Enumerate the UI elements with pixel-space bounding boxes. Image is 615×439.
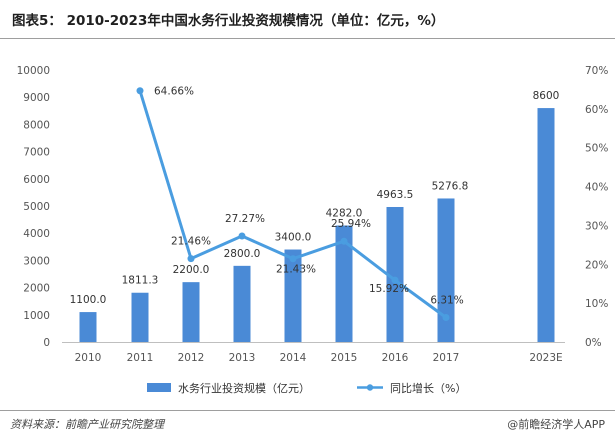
bar — [131, 292, 149, 342]
left-axis-tick: 10000 — [17, 65, 50, 77]
line-data-labels: 64.66% 21.46% 27.27% 21.43% 25.94% 15.92% 6.31… — [154, 86, 464, 307]
legend: 水务行业投资规模（亿元） 同比增长（%） — [147, 381, 466, 395]
footer-divider — [0, 410, 615, 411]
line-point — [136, 87, 144, 95]
bar — [335, 225, 353, 342]
title-divider — [0, 38, 615, 39]
line-point — [340, 237, 348, 245]
left-axis: 0 1000 2000 3000 4000 5000 6000 7000 8000 9000 100… — [17, 65, 50, 349]
legend-bar-label: 水务行业投资规模（亿元） — [178, 381, 310, 395]
left-axis-tick: 8000 — [23, 119, 50, 131]
bar-data-labels: 1100.0 1811.3 2200.0 2800.0 3400.0 4282.0 4963… — [70, 90, 560, 306]
bar-data-label: 3400.0 — [275, 232, 312, 244]
right-axis-tick: 60% — [585, 104, 608, 116]
line-data-label: 15.92% — [369, 283, 409, 295]
line-data-label: 21.46% — [171, 236, 211, 248]
bar-data-label: 2800.0 — [224, 248, 261, 260]
line-data-label: 25.94% — [331, 218, 371, 230]
legend-line-label: 同比增长（%） — [390, 381, 466, 395]
bar — [284, 249, 302, 342]
bar — [233, 265, 251, 342]
left-axis-tick: 4000 — [23, 228, 50, 240]
left-axis-tick: 5000 — [23, 201, 50, 213]
right-axis-tick: 40% — [585, 182, 608, 194]
bar — [79, 312, 97, 342]
line-point — [238, 232, 246, 240]
x-axis-tick: 2014 — [280, 352, 307, 364]
x-axis-tick: 2016 — [382, 352, 409, 364]
x-axis-tick: 2015 — [331, 352, 358, 364]
title-bar: 图表5： 2010-2023年中国水务行业投资规模情况（单位：亿元，%） — [0, 0, 615, 38]
bar-data-label: 5276.8 — [432, 180, 469, 192]
bar-data-label: 1811.3 — [122, 275, 159, 287]
right-axis-tick: 0% — [585, 337, 602, 349]
line-series — [136, 87, 450, 321]
left-axis-tick: 6000 — [23, 174, 50, 186]
right-axis: 0% 10% 20% 30% 40% 50% 60% 70% — [585, 65, 608, 349]
x-axis-tick: 2011 — [127, 352, 154, 364]
left-axis-tick: 2000 — [23, 283, 50, 295]
chart: 0 1000 2000 3000 4000 5000 6000 7000 8000 9000 100… — [17, 65, 609, 395]
bar-data-label: 4282.0 — [326, 208, 363, 220]
right-axis-tick: 10% — [585, 298, 608, 310]
line-data-label: 27.27% — [225, 213, 265, 225]
line-point — [187, 255, 195, 263]
line-data-label: 6.31% — [430, 294, 463, 306]
left-axis-tick: 1000 — [23, 310, 50, 322]
left-axis-tick: 3000 — [23, 255, 50, 267]
left-axis-tick: 9000 — [23, 92, 50, 104]
bar-data-label: 2200.0 — [173, 264, 210, 276]
right-axis-tick: 20% — [585, 259, 608, 271]
bar — [386, 206, 404, 342]
bar — [537, 108, 555, 342]
right-axis-tick: 30% — [585, 220, 608, 232]
chart-title: 图表5： 2010-2023年中国水务行业投资规模情况（单位：亿元，%） — [12, 13, 445, 29]
legend-bar-swatch — [147, 383, 171, 392]
line-point — [289, 255, 297, 263]
x-axis: 2010 2011 2012 2013 2014 2015 2016 2017 2023E — [75, 352, 563, 364]
line-point — [442, 313, 450, 321]
left-axis-tick: 0 — [43, 337, 50, 349]
line-data-label: 64.66% — [154, 86, 194, 98]
right-axis-tick: 50% — [585, 143, 608, 155]
x-axis-tick: 2017 — [433, 352, 460, 364]
x-axis-tick: 2023E — [529, 352, 562, 364]
bar — [437, 198, 455, 342]
brand-credit: @前瞻经济学人APP — [507, 418, 605, 431]
bar-data-label: 4963.5 — [377, 189, 414, 201]
left-axis-tick: 7000 — [23, 147, 50, 159]
x-axis-tick: 2010 — [75, 352, 102, 364]
line-point — [391, 276, 399, 284]
bar-series — [79, 108, 555, 342]
right-axis-tick: 70% — [585, 65, 608, 77]
source-note: 资料来源：前瞻产业研究院整理 — [10, 418, 164, 431]
bar-data-label: 1100.0 — [70, 294, 107, 306]
x-axis-tick: 2012 — [178, 352, 205, 364]
bar — [182, 282, 200, 342]
x-axis-tick: 2013 — [229, 352, 256, 364]
legend-line-marker — [366, 384, 374, 391]
bar-data-label: 8600 — [533, 90, 560, 102]
line-data-label: 21.43% — [276, 264, 316, 276]
